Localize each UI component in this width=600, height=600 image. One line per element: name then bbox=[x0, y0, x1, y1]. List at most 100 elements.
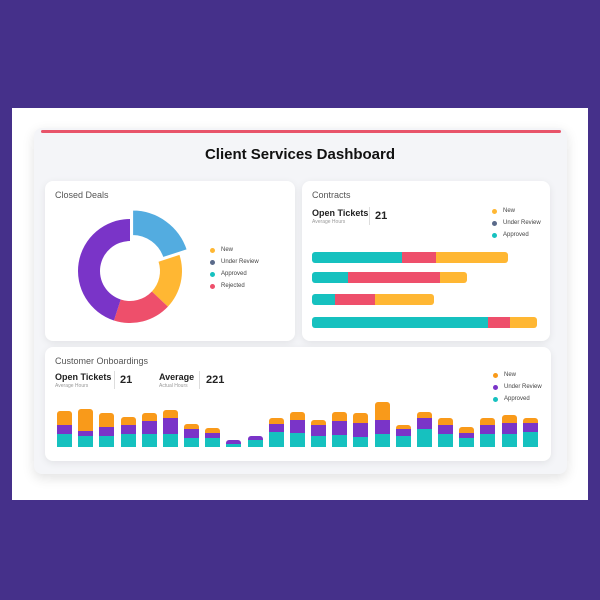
bar-segment bbox=[289, 432, 305, 447]
onboarding-bar[interactable] bbox=[522, 418, 538, 447]
contracts-bar[interactable] bbox=[312, 317, 537, 328]
contracts-card[interactable]: Contracts Open Tickets Average Hours 21 … bbox=[302, 181, 550, 341]
legend-item-under-review: Under Review bbox=[493, 381, 542, 393]
bar-segment bbox=[332, 411, 348, 421]
onboardings-metric-1: Open Tickets Average Hours bbox=[55, 372, 111, 389]
onboarding-bar[interactable] bbox=[480, 418, 496, 447]
onboardings-bars bbox=[55, 395, 542, 447]
donut-slice-new[interactable] bbox=[151, 254, 182, 307]
bar-segment bbox=[435, 252, 508, 263]
onboarding-bar[interactable] bbox=[57, 410, 72, 447]
onboarding-bar[interactable] bbox=[162, 409, 178, 447]
bar-segment bbox=[395, 425, 411, 430]
bar-segment bbox=[184, 438, 200, 447]
bar-segment bbox=[332, 420, 348, 435]
legend-label: New bbox=[503, 208, 516, 214]
onboarding-bar[interactable] bbox=[374, 401, 390, 447]
onboardings-title: Customer Onboardings bbox=[55, 356, 149, 366]
legend-dot bbox=[210, 271, 215, 277]
bar-segment bbox=[402, 252, 436, 263]
bar-segment bbox=[311, 419, 327, 425]
bar-segment bbox=[395, 436, 411, 447]
bar-segment bbox=[459, 432, 475, 439]
bar-segment bbox=[312, 272, 348, 283]
onboarding-bar[interactable] bbox=[501, 415, 517, 447]
legend-dot bbox=[210, 247, 215, 253]
onboarding-bar[interactable] bbox=[99, 412, 115, 447]
onboarding-bar[interactable] bbox=[184, 423, 200, 447]
onboarding-bar[interactable] bbox=[141, 412, 157, 447]
bar-segment bbox=[78, 430, 94, 436]
bar-segment bbox=[459, 427, 475, 433]
metric-divider bbox=[114, 371, 115, 389]
bar-segment bbox=[334, 294, 375, 305]
bar-segment bbox=[78, 436, 94, 447]
bar-segment bbox=[141, 412, 157, 421]
bar-segment bbox=[268, 418, 284, 424]
bar-segment bbox=[438, 418, 454, 426]
bar-segment bbox=[416, 418, 432, 430]
bar-segment bbox=[459, 438, 475, 447]
legend-label: Approved bbox=[503, 232, 529, 238]
metric-label: Open Tickets bbox=[312, 208, 369, 218]
contracts-bar[interactable] bbox=[312, 252, 508, 263]
onboarding-bar[interactable] bbox=[268, 418, 284, 447]
bar-segment bbox=[374, 419, 390, 434]
onboarding-bar[interactable] bbox=[438, 418, 454, 447]
bar-segment bbox=[480, 425, 496, 434]
legend-label: Rejected bbox=[221, 283, 245, 289]
onboarding-bar[interactable] bbox=[205, 428, 221, 447]
onboarding-bar[interactable] bbox=[353, 412, 369, 447]
metric-value: 21 bbox=[375, 210, 388, 222]
metric-value: 221 bbox=[206, 374, 225, 386]
bar-segment bbox=[289, 411, 305, 420]
legend-item-under-review: Under Review bbox=[210, 256, 259, 268]
contracts-title: Contracts bbox=[312, 190, 351, 200]
bar-segment bbox=[57, 433, 72, 447]
onboarding-bar[interactable] bbox=[226, 440, 242, 447]
metric-label: Average bbox=[159, 372, 195, 382]
bar-segment bbox=[247, 440, 263, 447]
onboarding-bar[interactable] bbox=[78, 408, 94, 447]
bar-segment bbox=[480, 433, 496, 447]
bar-segment bbox=[374, 401, 390, 420]
donut-slice-rejected[interactable] bbox=[113, 291, 168, 323]
contracts-bar[interactable] bbox=[312, 294, 434, 305]
bar-segment bbox=[312, 252, 402, 263]
closed-deals-card[interactable]: Closed Deals New Under Review Approved R… bbox=[45, 181, 295, 341]
bar-segment bbox=[332, 434, 348, 447]
bar-segment bbox=[312, 317, 488, 328]
legend-label: New bbox=[504, 372, 517, 378]
metric-divider bbox=[369, 207, 370, 225]
contracts-bar[interactable] bbox=[312, 272, 468, 283]
legend-dot bbox=[210, 259, 215, 265]
bar-segment bbox=[501, 422, 517, 434]
legend-label: Under Review bbox=[503, 220, 541, 226]
bar-segment bbox=[353, 412, 369, 423]
bar-segment bbox=[440, 272, 468, 283]
onboarding-bar[interactable] bbox=[416, 411, 432, 447]
metric-sublabel: Actual Hours bbox=[159, 383, 188, 389]
donut-slice-approved[interactable] bbox=[131, 209, 189, 259]
legend-dot bbox=[492, 232, 497, 238]
donut-slice-under-review[interactable] bbox=[77, 219, 130, 321]
bar-segment bbox=[353, 437, 369, 447]
legend-dot bbox=[210, 283, 215, 289]
legend-item-rejected: Rejected bbox=[210, 280, 259, 292]
onboarding-bar[interactable] bbox=[332, 411, 348, 447]
bar-segment bbox=[205, 432, 221, 439]
bar-segment bbox=[438, 433, 454, 447]
onboarding-bar[interactable] bbox=[247, 436, 263, 447]
onboarding-bar[interactable] bbox=[120, 417, 136, 447]
onboarding-bar[interactable] bbox=[289, 411, 305, 447]
onboarding-bar[interactable] bbox=[311, 419, 327, 447]
onboarding-bar[interactable] bbox=[459, 427, 475, 447]
bar-segment bbox=[522, 418, 538, 423]
onboardings-card[interactable]: Customer Onboardings Open Tickets Averag… bbox=[45, 347, 551, 461]
bar-segment bbox=[120, 425, 136, 434]
onboardings-metric-2: Average Actual Hours bbox=[159, 372, 194, 389]
bar-segment bbox=[311, 436, 327, 447]
legend-item-under-review: Under Review bbox=[492, 217, 541, 229]
bar-segment bbox=[141, 420, 157, 434]
onboarding-bar[interactable] bbox=[395, 425, 411, 447]
